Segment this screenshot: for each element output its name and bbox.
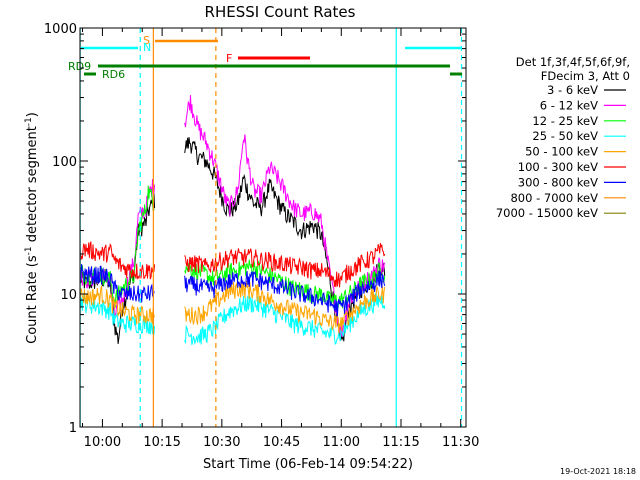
series-line-4-part-0 (79, 284, 156, 325)
plot-frame (79, 27, 467, 428)
axis-tick-labels: 10:00 10:15 10:30 10:45 11:00 11:15 11:30 1 10 10… (44, 22, 480, 450)
y-axis-title-part1: Count Rate (s (25, 255, 40, 344)
series-line-6-part-0 (79, 264, 155, 303)
x-tick-label-6: 11:30 (442, 435, 479, 450)
series-line-6-part-1 (184, 270, 386, 317)
y-tick-label-1: 10 (60, 288, 77, 303)
x-tick-label-2: 10:30 (203, 435, 240, 450)
y-axis-title-sup1: -1 (24, 246, 34, 255)
y-axis-title-sup2: -1 (24, 117, 34, 126)
x-tick-label-0: 10:00 (84, 435, 121, 450)
y-tick-label-0: 1 (69, 421, 77, 436)
legend-label-6: 300 - 800 keV (518, 175, 598, 189)
axis-ticks (80, 28, 466, 428)
x-tick-label-5: 11:15 (382, 435, 419, 450)
rd-label-1: RD6 (102, 68, 125, 81)
x-tick-label-1: 10:15 (143, 435, 180, 450)
series-line-3-part-1 (184, 292, 386, 346)
legend-header-line2: FDecim 3, Att 0 (541, 69, 630, 83)
y-axis-title-part2: detector segment (25, 126, 40, 246)
y-axis-title: Count Rate (s-1 detector segment-1) (24, 112, 40, 344)
series-traces (79, 95, 386, 346)
legend-label-0: 3 - 6 keV (547, 83, 598, 97)
bar-label-0: S (143, 34, 150, 47)
legend: Det 1f,3f,4f,5f,6f,9f, FDecim 3, Att 0 3… (496, 55, 630, 220)
legend-label-5: 100 - 300 keV (518, 160, 598, 174)
footer-timestamp: 19-Oct-2021 18:18 (560, 467, 636, 476)
legend-label-1: 6 - 12 keV (540, 98, 598, 112)
y-axis-title-part3: ) (25, 112, 40, 117)
x-axis-title: Start Time (06-Feb-14 09:54:22) (203, 457, 413, 472)
chart-title: RHESSI Count Rates (205, 3, 356, 21)
legend-label-8: 7000 - 15000 keV (496, 206, 598, 220)
series-line-2-part-0 (79, 185, 155, 308)
legend-label-7: 800 - 7000 keV (510, 191, 598, 205)
bar-label-1: N (143, 41, 151, 54)
series-line-1-part-1 (184, 95, 386, 338)
series-line-5-part-0 (79, 241, 156, 280)
bar-label-2: F (226, 52, 232, 65)
x-tick-label-3: 10:45 (263, 435, 300, 450)
legend-header-line1: Det 1f,3f,4f,5f,6f,9f, (516, 55, 630, 69)
x-tick-label-4: 11:00 (323, 435, 360, 450)
legend-label-2: 12 - 25 keV (532, 114, 598, 128)
y-tick-label-3: 1000 (44, 22, 77, 37)
legend-label-4: 50 - 100 keV (525, 145, 598, 159)
series-line-5-part-1 (184, 243, 386, 288)
y-tick-label-2: 100 (52, 155, 77, 170)
series-line-4-part-1 (184, 280, 386, 334)
legend-label-3: 25 - 50 keV (532, 129, 598, 143)
